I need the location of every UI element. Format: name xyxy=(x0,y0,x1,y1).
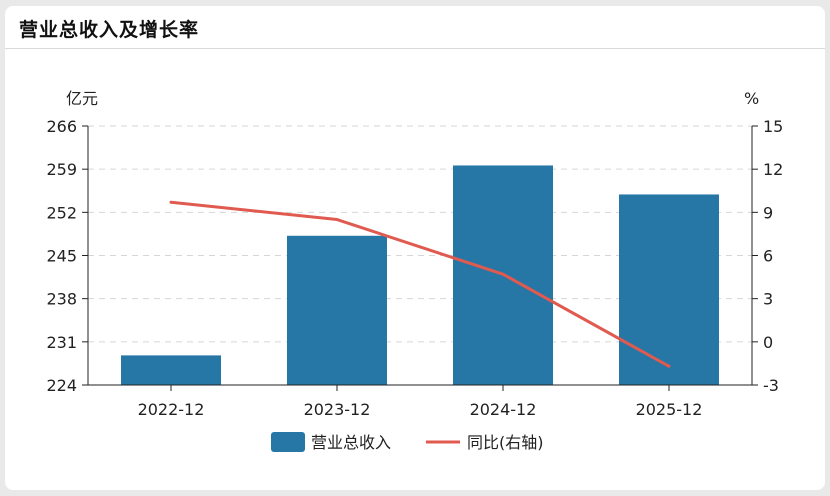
growth-point-2022-12 xyxy=(169,200,173,204)
right-axis-unit: % xyxy=(744,89,759,108)
left-tick-label: 245 xyxy=(46,247,77,266)
growth-point-2023-12 xyxy=(335,218,339,222)
right-tick-label: 0 xyxy=(763,333,773,352)
right-tick-label: 12 xyxy=(763,160,783,179)
legend-line-label: 同比(右轴) xyxy=(467,433,544,452)
bar-2022-12 xyxy=(121,355,221,385)
x-tick-label: 2025-12 xyxy=(636,400,703,419)
left-tick-label: 224 xyxy=(46,376,77,395)
bar-2023-12 xyxy=(287,235,387,385)
legend-bar-swatch xyxy=(271,432,305,452)
right-tick-label: 6 xyxy=(763,247,773,266)
card-title: 营业总收入及增长率 xyxy=(19,19,200,41)
legend-bar-label: 营业总收入 xyxy=(311,433,391,452)
right-tick-label: -3 xyxy=(763,376,779,395)
x-tick-label: 2023-12 xyxy=(304,400,371,419)
left-tick-label: 238 xyxy=(46,290,77,309)
growth-point-2024-12 xyxy=(501,272,505,276)
growth-line xyxy=(170,200,670,368)
card-header: 营业总收入及增长率 xyxy=(5,6,825,49)
x-tick-label: 2022-12 xyxy=(138,400,205,419)
left-tick-label: 259 xyxy=(46,160,77,179)
right-tick-label: 3 xyxy=(763,290,773,309)
x-tick-label: 2024-12 xyxy=(470,400,537,419)
growth-point-2025-12 xyxy=(667,364,671,368)
left-axis-unit: 亿元 xyxy=(66,89,98,108)
left-tick-label: 252 xyxy=(46,203,77,222)
left-tick-label: 266 xyxy=(46,117,77,136)
bar-2025-12 xyxy=(619,194,719,385)
right-tick-label: 9 xyxy=(763,203,773,222)
left-tick-label: 231 xyxy=(46,333,77,352)
right-tick-label: 15 xyxy=(763,117,783,136)
